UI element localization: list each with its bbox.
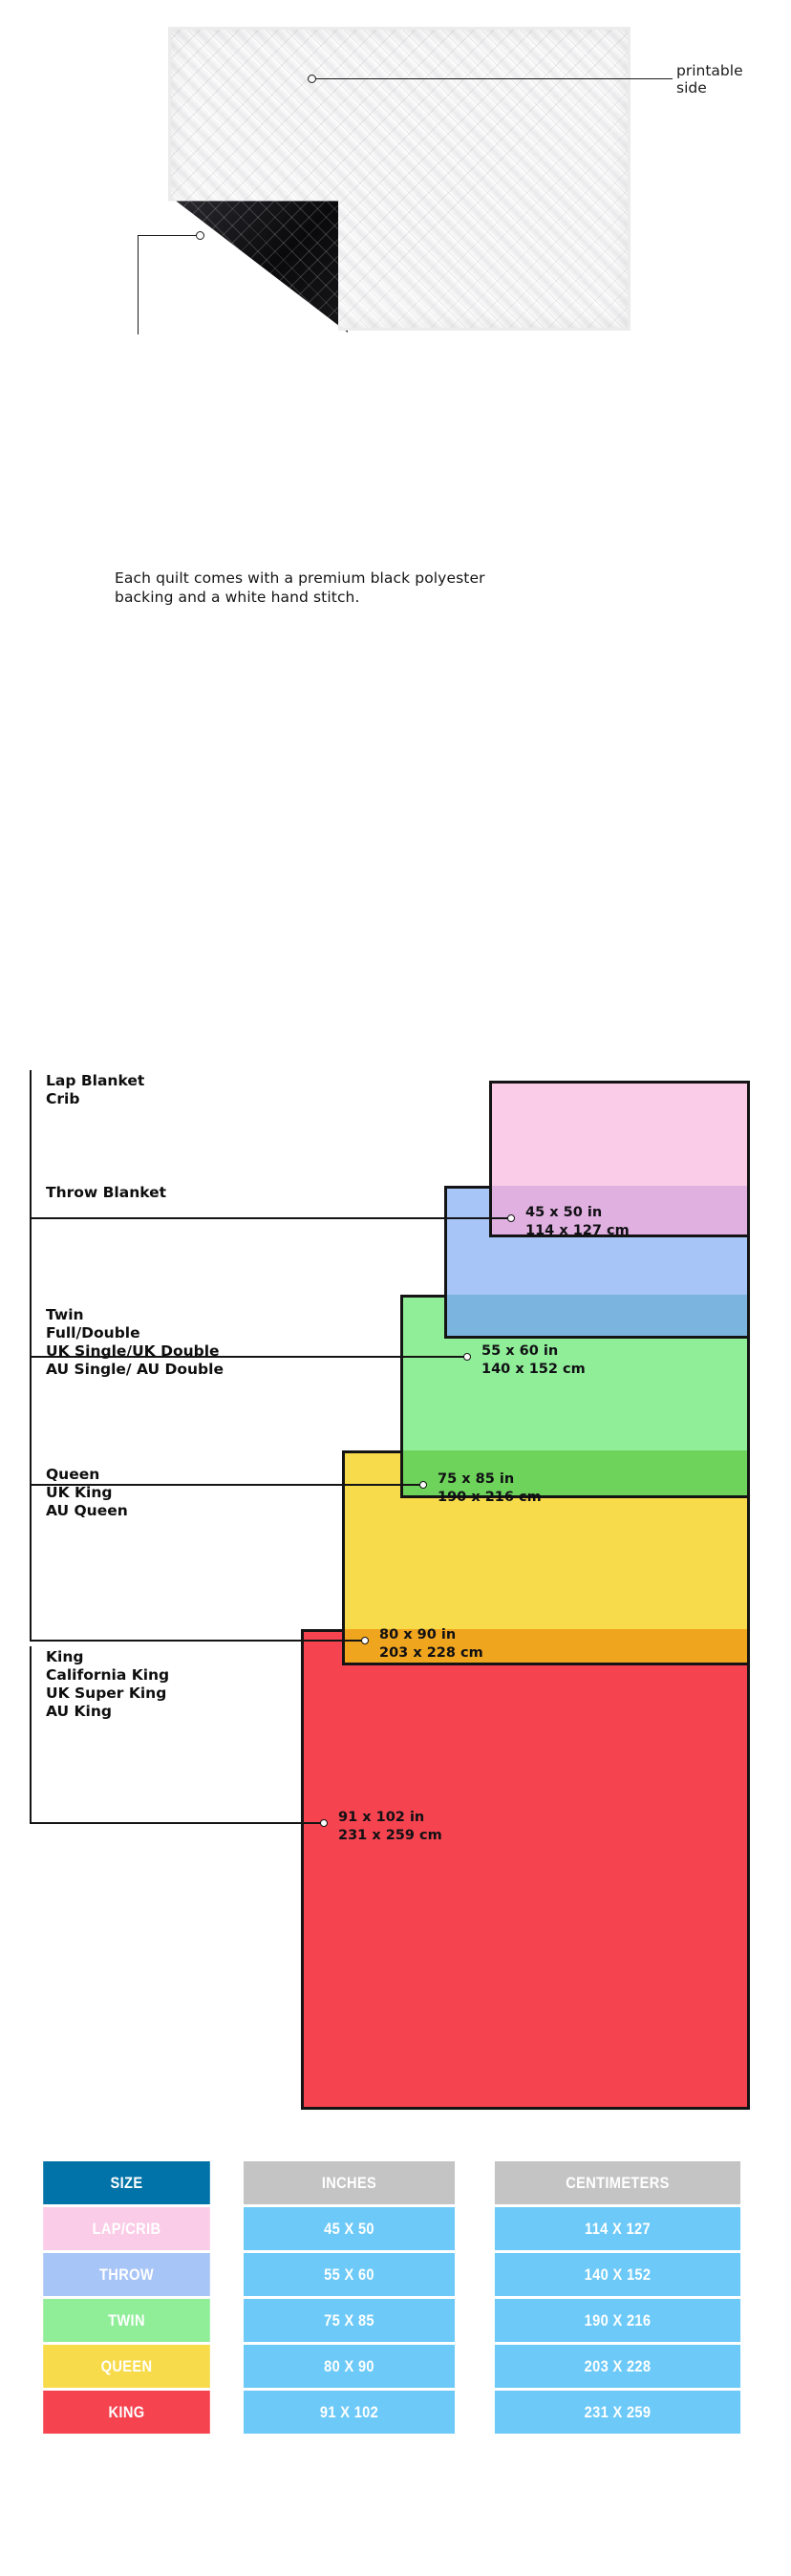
size-dims-queen: 80 x 90 in 203 x 228 cm	[379, 1626, 483, 1662]
table-row: THROW 55 X 60 140 X 152	[30, 2253, 760, 2296]
table-cell-inches-king: 91 X 102	[243, 2391, 456, 2434]
quilt-caption-line2: backing and a white hand stitch.	[115, 588, 360, 606]
size-label-king-2: UK Super King	[46, 1685, 167, 1702]
bracket-twin	[30, 1304, 32, 1486]
size-dims-twin: 75 x 85 in 190 x 216 cm	[438, 1470, 542, 1506]
table-cell-cm-twin: 190 X 216	[494, 2299, 741, 2342]
table-cell-cm-king: 231 X 259	[494, 2391, 741, 2434]
table-cell-inches-lap-crib: 45 X 50	[243, 2207, 456, 2250]
printable-side-leader-line	[316, 78, 673, 80]
table-row: LAP/CRIB 45 X 50 114 X 127	[30, 2207, 760, 2250]
size-label-queen-1: UK King	[46, 1484, 113, 1501]
printable-side-callout-dot-icon	[308, 75, 316, 83]
bracket-lap-crib	[30, 1070, 32, 1219]
size-label-lap-crib-1: Crib	[46, 1090, 80, 1107]
size-dims-king-cm: 231 x 259 cm	[338, 1827, 442, 1843]
leader-queen	[30, 1640, 365, 1642]
printable-side-line2: side	[676, 78, 707, 97]
marker-lap-crib-icon	[507, 1214, 515, 1222]
size-rect-twin-overlap	[400, 1450, 750, 1498]
size-label-twin-2: UK Single/UK Double	[46, 1342, 220, 1360]
table-cell-inches-twin: 75 X 85	[243, 2299, 456, 2342]
quilt-image	[168, 27, 631, 333]
size-label-queen-0: Queen	[46, 1466, 100, 1483]
table-row: KING 91 X 102 231 X 259	[30, 2391, 760, 2434]
table-cell-inches-queen: 80 X 90	[243, 2345, 456, 2388]
size-label-queen-2: AU Queen	[46, 1502, 128, 1519]
table-cell-cm-lap-crib: 114 X 127	[494, 2207, 741, 2250]
marker-queen-icon	[361, 1637, 369, 1644]
quilt-black-backing	[168, 195, 348, 333]
size-rect-lap-crib-overlap	[489, 1186, 750, 1237]
bracket-queen	[30, 1464, 32, 1642]
size-rect-throw-overlap	[444, 1295, 750, 1339]
leader-lap-crib	[30, 1217, 511, 1219]
leader-throw	[30, 1356, 467, 1358]
marker-twin-icon	[419, 1481, 427, 1489]
size-label-king-0: King	[46, 1648, 84, 1665]
printable-side-line1: printable	[676, 62, 743, 79]
size-comparison-diagram: Lap Blanket Crib 45 x 50 in 114 x 127 cm…	[0, 669, 791, 2112]
size-label-king-1: California King	[46, 1666, 170, 1684]
table-header-inches: INCHES	[243, 2161, 456, 2204]
size-label-throw-0: Throw Blanket	[46, 1184, 167, 1201]
backing-leader-horizontal	[138, 235, 197, 237]
size-dims-twin-cm: 190 x 216 cm	[438, 1489, 542, 1505]
table-cell-size-throw: THROW	[43, 2253, 210, 2296]
size-dims-queen-in: 80 x 90 in	[379, 1627, 457, 1642]
table-row: QUEEN 80 X 90 203 X 228	[30, 2345, 760, 2388]
table-cell-size-king: KING	[43, 2391, 210, 2434]
size-label-queen: Queen UK King AU Queen	[46, 1466, 128, 1520]
size-dims-king-in: 91 x 102 in	[338, 1810, 425, 1825]
table-cell-size-queen: QUEEN	[43, 2345, 210, 2388]
marker-king-icon	[320, 1819, 328, 1827]
size-dims-lap-crib: 45 x 50 in 114 x 127 cm	[525, 1204, 630, 1239]
size-dims-king: 91 x 102 in 231 x 259 cm	[338, 1809, 442, 1844]
size-label-twin-1: Full/Double	[46, 1324, 140, 1342]
size-dims-throw-cm: 140 x 152 cm	[481, 1361, 586, 1377]
printable-side-label: printable side	[676, 62, 743, 97]
size-dims-queen-cm: 203 x 228 cm	[379, 1644, 483, 1661]
backing-leader-vertical	[138, 235, 139, 334]
size-label-twin: Twin Full/Double UK Single/UK Double AU …	[46, 1306, 224, 1379]
size-label-lap-crib-0: Lap Blanket	[46, 1072, 145, 1089]
size-dims-throw: 55 x 60 in 140 x 152 cm	[481, 1342, 586, 1378]
bracket-king	[30, 1646, 32, 1824]
quilt-caption: Each quilt comes with a premium black po…	[115, 569, 688, 607]
size-dims-lap-crib-cm: 114 x 127 cm	[525, 1222, 630, 1238]
size-label-lap-crib: Lap Blanket Crib	[46, 1072, 144, 1108]
table-row: TWIN 75 X 85 190 X 216	[30, 2299, 760, 2342]
size-label-king: King California King UK Super King AU Ki…	[46, 1648, 169, 1721]
quilt-photo-section: printable side Each quilt comes with a p…	[0, 0, 791, 669]
size-label-twin-0: Twin	[46, 1306, 84, 1323]
size-dims-twin-in: 75 x 85 in	[438, 1471, 515, 1487]
table-cell-size-lap-crib: LAP/CRIB	[43, 2207, 210, 2250]
table-header-row: SIZE INCHES CENTIMETERS	[30, 2161, 760, 2204]
marker-throw-icon	[463, 1353, 471, 1361]
table-cell-cm-throw: 140 X 152	[494, 2253, 741, 2296]
table-cell-inches-throw: 55 X 60	[243, 2253, 456, 2296]
table-header-centimeters: CENTIMETERS	[494, 2161, 741, 2204]
quilt-caption-line1: Each quilt comes with a premium black po…	[115, 569, 485, 587]
size-dims-lap-crib-in: 45 x 50 in	[525, 1205, 603, 1220]
bracket-throw	[30, 1182, 32, 1358]
backing-callout-dot-icon	[196, 231, 204, 240]
table-cell-cm-queen: 203 X 228	[494, 2345, 741, 2388]
size-label-twin-3: AU Single/ AU Double	[46, 1361, 224, 1378]
size-label-throw: Throw Blanket	[46, 1184, 166, 1202]
leader-king	[30, 1822, 324, 1824]
table-cell-size-twin: TWIN	[43, 2299, 210, 2342]
table-header-size: SIZE	[43, 2161, 210, 2204]
size-rect-queen-overlap	[342, 1629, 750, 1665]
leader-twin	[30, 1484, 423, 1486]
size-label-king-3: AU King	[46, 1703, 112, 1720]
size-dims-throw-in: 55 x 60 in	[481, 1343, 559, 1359]
size-rect-king	[301, 1629, 750, 2110]
size-table: SIZE INCHES CENTIMETERS LAP/CRIB 45 X 50…	[30, 2161, 760, 2436]
quilt-white-printable-face	[168, 27, 631, 331]
